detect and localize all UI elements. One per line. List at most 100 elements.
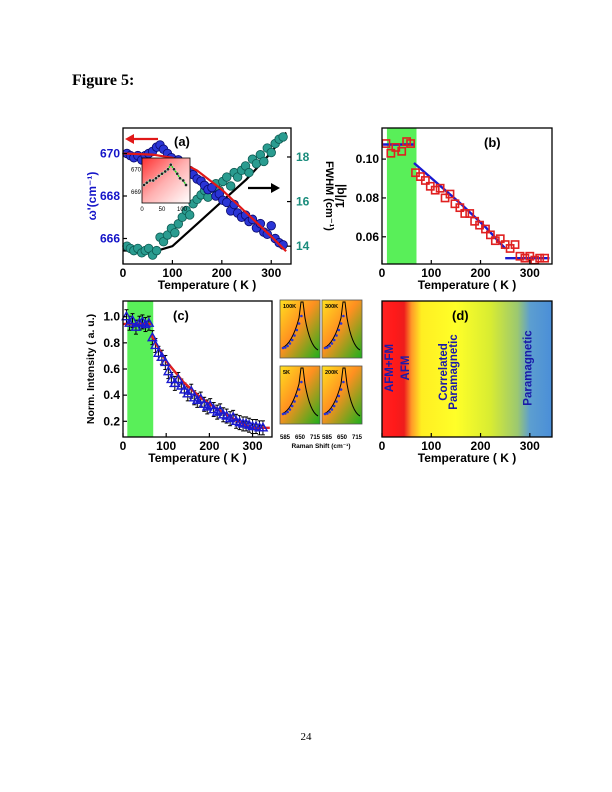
inset-x-tick-label: 0 [140, 207, 144, 213]
fwhm-point [185, 210, 195, 220]
panel-label: (b) [484, 135, 501, 150]
raman-point [281, 412, 285, 416]
raman-point [295, 328, 299, 332]
inset-point [160, 171, 164, 176]
fwhm-point [226, 181, 236, 191]
data-point [540, 253, 550, 263]
raman-x-tick-label: 715 [352, 435, 363, 441]
data-point [191, 394, 203, 405]
raman-point [290, 338, 294, 342]
raman-point [284, 346, 287, 349]
data-point [430, 185, 440, 195]
phase-gradient [382, 301, 552, 437]
y2-tick-label: 18 [296, 150, 310, 164]
raman-fit-curve [323, 367, 361, 417]
data-point [515, 251, 525, 261]
left-axis-arrowhead [125, 134, 134, 144]
fwhm-point [259, 156, 269, 167]
data-point [481, 224, 490, 234]
fwhm-point [244, 167, 254, 178]
x-tick-label: 100 [421, 439, 441, 453]
x-tick-label: 100 [421, 266, 441, 280]
frequency-point [266, 221, 276, 231]
raman-point [286, 410, 289, 414]
raman-fit-curve [281, 301, 319, 351]
inset-point [175, 171, 179, 176]
x-tick-label: 200 [199, 439, 219, 453]
data-point [149, 339, 161, 350]
y-axis-label: 1/|q| [333, 184, 347, 208]
raman-inset-200k: 200K [321, 365, 363, 425]
raman-point [290, 404, 294, 408]
x-tick-label: 0 [120, 266, 127, 280]
raman-point [335, 334, 338, 337]
fwhm-point [170, 228, 180, 238]
raman-fit-curve [323, 301, 361, 351]
data-point [211, 406, 223, 416]
y-tick-label: 666 [100, 232, 120, 246]
data-point [535, 253, 545, 263]
raman-inset-label: 300K [325, 304, 338, 310]
data-point [460, 209, 470, 218]
data-point [201, 400, 213, 411]
raman-point [286, 344, 289, 348]
x-tick-label: 0 [379, 439, 386, 453]
raman-point [330, 408, 334, 411]
raman-x-tick-label: 650 [295, 435, 306, 441]
data-point [455, 203, 465, 213]
raman-point [297, 322, 301, 325]
inset-point [163, 169, 167, 174]
x-tick-label: 300 [520, 439, 540, 453]
data-point [162, 365, 174, 376]
data-point [420, 176, 430, 185]
data-point [397, 146, 407, 156]
phase-region-label: AFM+FM [384, 344, 396, 392]
raman-point [281, 346, 285, 350]
fwhm-point [151, 245, 162, 256]
data-point [386, 148, 396, 158]
panel-b: 0.06 0.08 0.10 0 100 200 300 Temperature ( K ) 1… [333, 127, 553, 292]
data-point [165, 373, 177, 384]
panel-d: 0 100 200 300 Temperature ( K ) (d) AFM+FM AFM C… [379, 300, 553, 465]
raman-point [342, 380, 345, 384]
raman-point [328, 410, 331, 414]
inset-point [156, 174, 161, 178]
inset-point [178, 176, 182, 181]
inset-y-tick-label: 670 [131, 167, 142, 173]
raman-point [297, 388, 301, 391]
raman-point [326, 346, 329, 349]
raman-point [323, 346, 327, 350]
fwhm-point [222, 172, 232, 182]
plot-frame [381, 127, 553, 265]
x-tick-label: 100 [162, 266, 182, 280]
data-point [495, 234, 505, 244]
data-point [465, 209, 475, 218]
data-point [510, 240, 520, 249]
y-axis-label: ω'(cm⁻¹) [85, 172, 99, 221]
x-tick-label: 300 [243, 439, 263, 453]
page-number: 24 [300, 731, 312, 743]
data-point [182, 387, 194, 398]
y-tick-label: 0.4 [103, 388, 120, 402]
inset-point [148, 178, 152, 183]
right-axis-arrowhead [271, 183, 280, 193]
inset-point [184, 183, 188, 187]
data-point [134, 317, 145, 327]
raman-x-tick-label: 585 [322, 435, 333, 441]
data-point [490, 236, 500, 246]
raman-inset-100k: 100K [279, 299, 321, 359]
fwhm-point [266, 147, 276, 158]
y-axis-label: Norm. Intensity ( a. u.) [85, 314, 97, 424]
data-point [178, 383, 190, 394]
frequency-point [255, 218, 266, 229]
data-point [227, 411, 239, 422]
inset-point [154, 176, 158, 181]
x-tick-label: 0 [379, 266, 386, 280]
data-point [520, 253, 530, 263]
raman-inset-5k: 5K [279, 365, 321, 425]
raman-point [293, 334, 296, 337]
x-axis-label: Temperature ( K ) [148, 451, 246, 465]
data-point [121, 310, 132, 321]
data-point [156, 351, 168, 361]
x-tick-label: 200 [471, 266, 491, 280]
